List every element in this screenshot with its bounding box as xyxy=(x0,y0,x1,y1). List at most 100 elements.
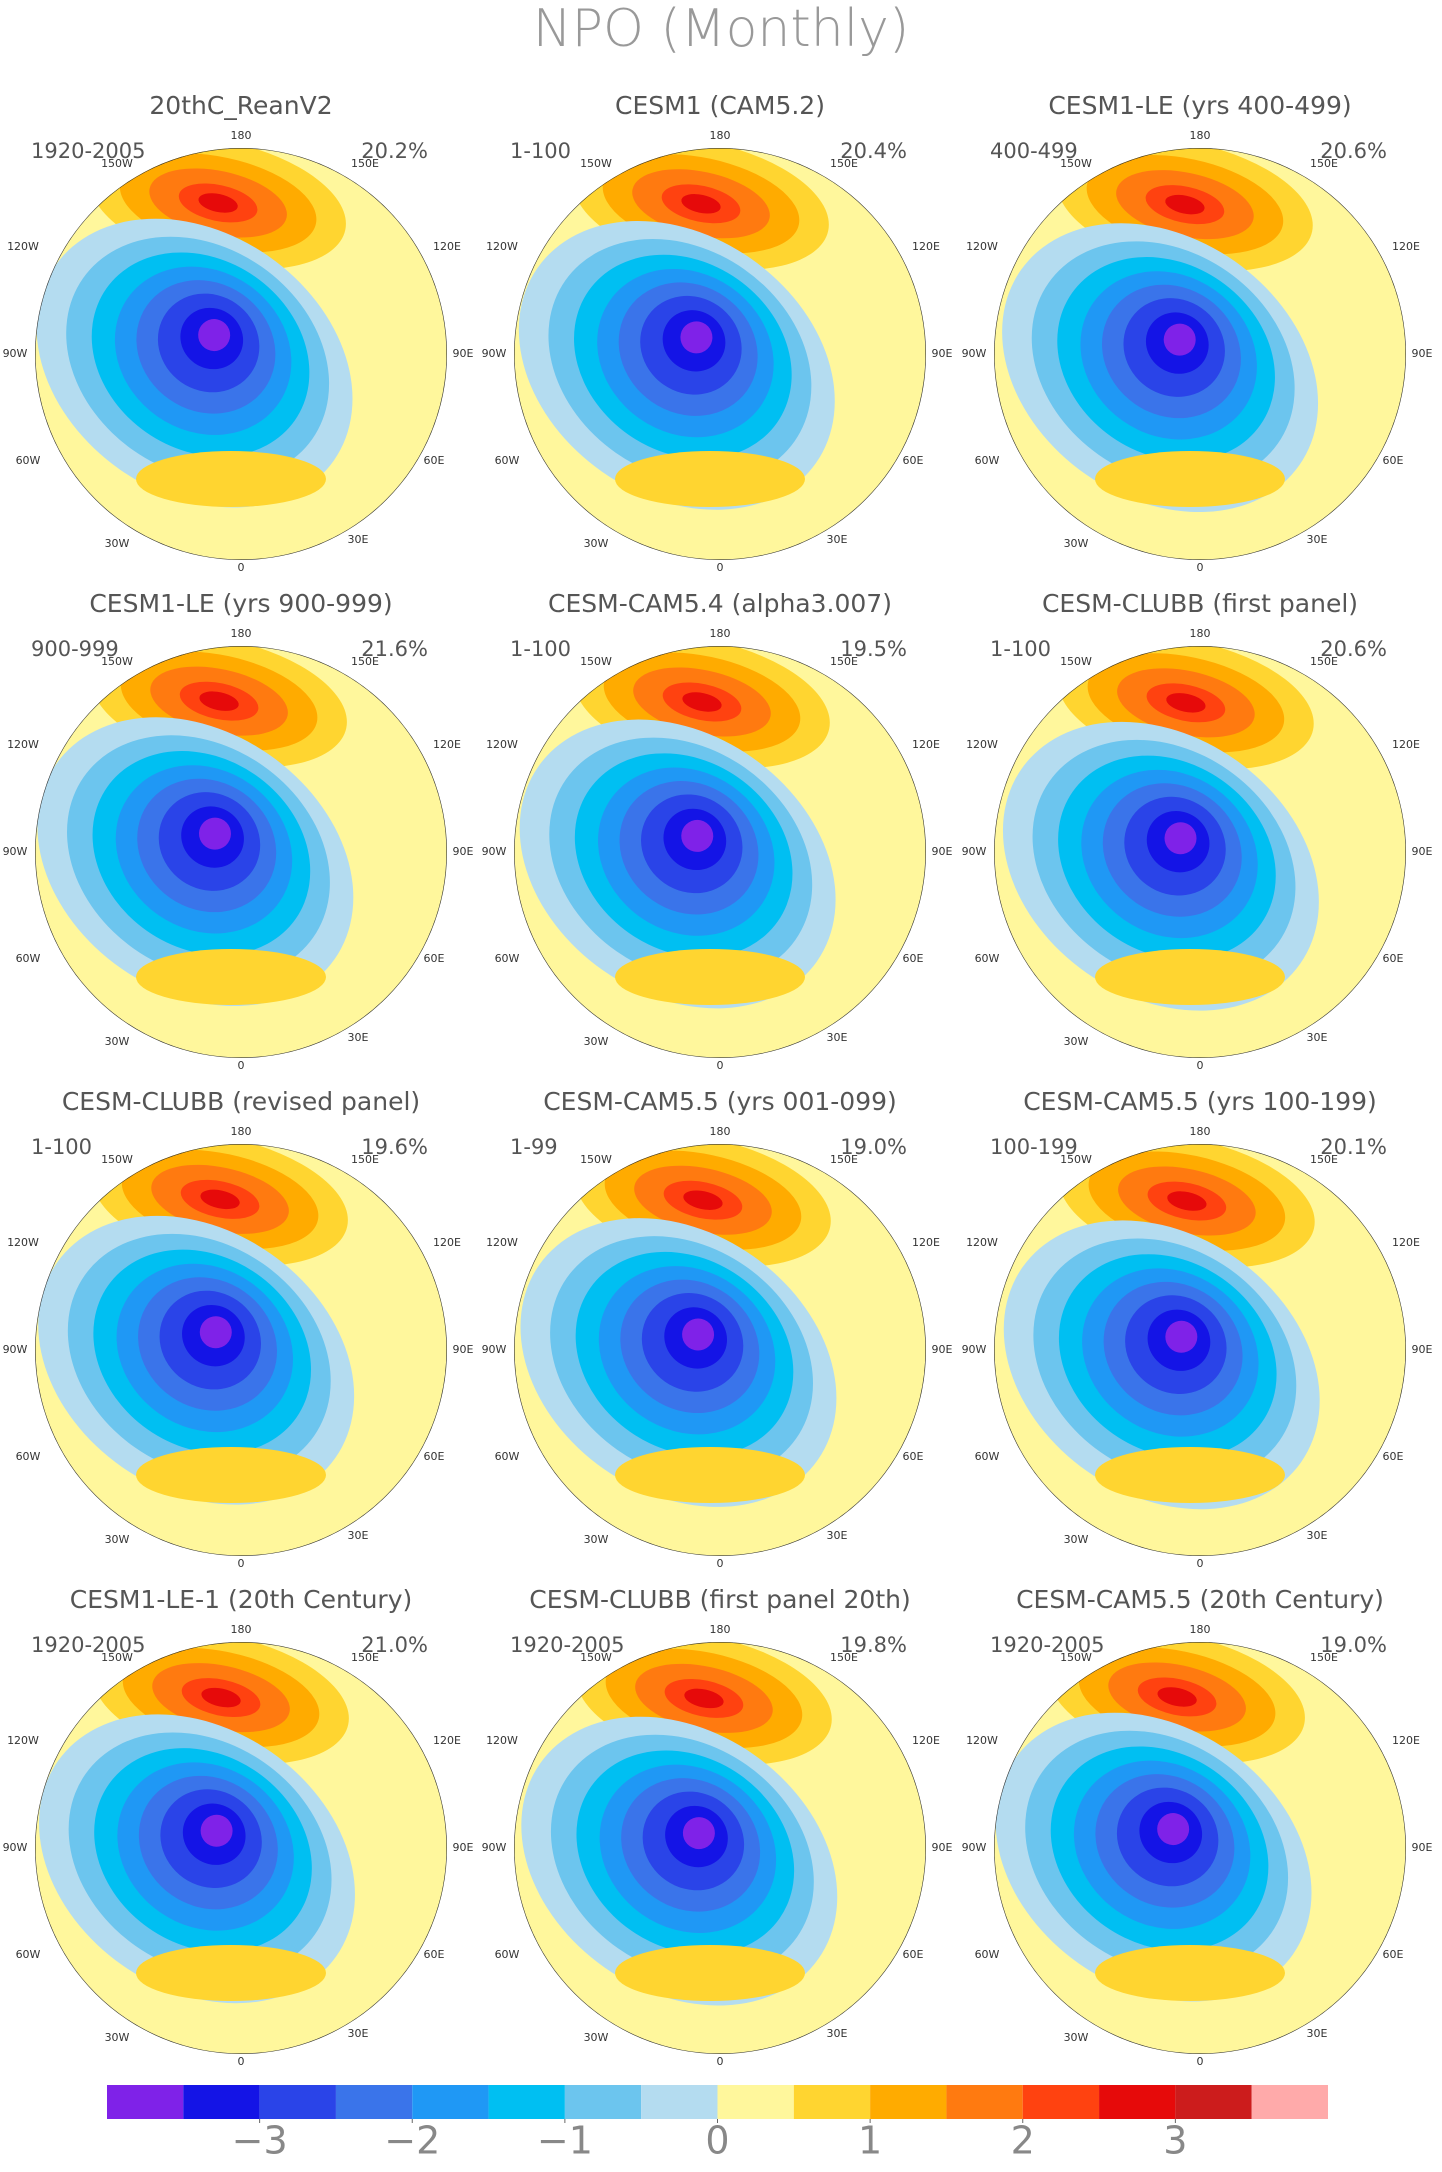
panel-period: 100-199 xyxy=(990,1135,1078,1159)
colorbar-tick-label: −3 xyxy=(232,2119,288,2163)
colorbar-swatch xyxy=(412,2085,489,2119)
panel-percent: 19.6% xyxy=(361,1135,428,1159)
colorbar: −3 −2 −1 0 1 2 3 xyxy=(107,2085,1328,2163)
longitude-label: 0 xyxy=(717,561,724,574)
longitude-label: 60E xyxy=(1383,1948,1404,1961)
longitude-label: 90W xyxy=(962,845,987,858)
map-panel: CESM-CAM5.5 (yrs 100-199) 100-199 20.1% 180… xyxy=(962,1087,1433,1570)
longitude-label: 0 xyxy=(1197,1059,1204,1072)
longitude-label: 60E xyxy=(1383,1450,1404,1463)
colorbar-swatch xyxy=(793,2085,871,2119)
longitude-label: 30W xyxy=(1064,1035,1089,1048)
map-panel: CESM1-LE (yrs 400-499) 400-499 20.6% 180 150… xyxy=(962,91,1433,574)
colorbar-swatch xyxy=(717,2085,794,2119)
panel-percent: 19.8% xyxy=(840,1633,907,1657)
longitude-label: 30E xyxy=(348,2027,369,2040)
panel-title: CESM1-LE (yrs 900-999) xyxy=(89,589,392,618)
panel-period: 1920-2005 xyxy=(510,1633,624,1657)
longitude-label: 120E xyxy=(1392,738,1420,751)
longitude-label: 30W xyxy=(584,2031,609,2044)
longitude-label: 90E xyxy=(453,845,474,858)
longitude-label: 90W xyxy=(962,1841,987,1854)
map-field xyxy=(35,148,447,560)
longitude-label: 180 xyxy=(231,1125,252,1138)
longitude-label: 150E xyxy=(830,157,858,170)
longitude-label: 120W xyxy=(7,1236,39,1249)
longitude-label: 60W xyxy=(495,1450,520,1463)
map-field xyxy=(994,1642,1406,2054)
panel-period: 1-100 xyxy=(510,637,571,661)
map-field xyxy=(35,646,447,1058)
longitude-label: 0 xyxy=(238,1059,245,1072)
longitude-label: 30E xyxy=(1307,533,1328,546)
longitude-label: 30W xyxy=(1064,537,1089,550)
longitude-label: 90W xyxy=(3,845,28,858)
longitude-label: 90E xyxy=(453,1343,474,1356)
longitude-label: 90W xyxy=(962,347,987,360)
longitude-label: 150W xyxy=(101,655,133,668)
longitude-label: 30E xyxy=(348,533,369,546)
longitude-label: 150E xyxy=(351,1651,379,1664)
longitude-label: 150E xyxy=(830,655,858,668)
longitude-label: 90W xyxy=(482,1841,507,1854)
panel-period: 1920-2005 xyxy=(31,1633,145,1657)
panel-title: CESM1 (CAM5.2) xyxy=(615,91,825,120)
map-field xyxy=(35,1642,447,2054)
longitude-label: 120E xyxy=(1392,240,1420,253)
longitude-label: 60W xyxy=(495,454,520,467)
colorbar-swatch xyxy=(946,2085,1023,2119)
longitude-label: 150E xyxy=(351,157,379,170)
map-panel: CESM-CLUBB (revised panel) 1-100 19.6% 180 1… xyxy=(3,1087,474,1570)
longitude-label: 30W xyxy=(1064,1533,1089,1546)
longitude-label: 60W xyxy=(495,952,520,965)
longitude-label: 150W xyxy=(1060,655,1092,668)
longitude-label: 0 xyxy=(1197,561,1204,574)
longitude-label: 60E xyxy=(1383,454,1404,467)
longitude-label: 150E xyxy=(351,655,379,668)
longitude-label: 60W xyxy=(16,1948,41,1961)
longitude-label: 150E xyxy=(830,1651,858,1664)
colorbar-tick-label: 3 xyxy=(1163,2119,1187,2163)
colorbar-swatch xyxy=(1251,2085,1328,2119)
map-field xyxy=(994,646,1406,1058)
colorbar-tick-label: 2 xyxy=(1011,2119,1035,2163)
longitude-label: 90W xyxy=(3,347,28,360)
map-panel: CESM1-LE (yrs 900-999) 900-999 21.6% 180 150… xyxy=(3,589,474,1072)
longitude-label: 90E xyxy=(932,845,953,858)
longitude-label: 120W xyxy=(966,738,998,751)
longitude-label: 120E xyxy=(912,1734,940,1747)
longitude-label: 30E xyxy=(827,533,848,546)
longitude-label: 150W xyxy=(1060,1651,1092,1664)
longitude-label: 30W xyxy=(584,1035,609,1048)
panel-percent: 19.0% xyxy=(840,1135,907,1159)
longitude-label: 90W xyxy=(482,347,507,360)
longitude-label: 150W xyxy=(101,1651,133,1664)
panel-title: CESM-CLUBB (first panel) xyxy=(1042,589,1358,618)
longitude-label: 150E xyxy=(1310,1153,1338,1166)
colorbar-swatch xyxy=(335,2085,413,2119)
longitude-label: 120E xyxy=(912,1236,940,1249)
longitude-label: 180 xyxy=(710,627,731,640)
longitude-label: 30W xyxy=(105,537,130,550)
panel-period: 1-100 xyxy=(31,1135,92,1159)
map-field xyxy=(514,646,926,1058)
longitude-label: 60E xyxy=(424,454,445,467)
panel-percent: 20.6% xyxy=(1320,139,1387,163)
panel-title: CESM-CAM5.4 (alpha3.007) xyxy=(548,589,892,618)
longitude-label: 0 xyxy=(1197,2055,1204,2068)
panel-period: 900-999 xyxy=(31,637,119,661)
longitude-label: 0 xyxy=(717,1557,724,1570)
longitude-label: 90E xyxy=(453,1841,474,1854)
colorbar-swatch xyxy=(1175,2085,1252,2119)
longitude-label: 60E xyxy=(903,1450,924,1463)
longitude-label: 90W xyxy=(962,1343,987,1356)
longitude-label: 150W xyxy=(101,1153,133,1166)
longitude-label: 90W xyxy=(482,845,507,858)
panel-period: 1920-2005 xyxy=(990,1633,1104,1657)
longitude-label: 90W xyxy=(3,1841,28,1854)
longitude-label: 180 xyxy=(231,1623,252,1636)
colorbar-tick-label: −2 xyxy=(384,2119,440,2163)
longitude-label: 150E xyxy=(351,1153,379,1166)
